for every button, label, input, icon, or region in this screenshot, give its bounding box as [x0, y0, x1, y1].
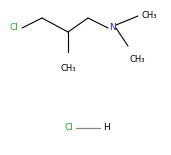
Text: Cl: Cl — [9, 24, 18, 33]
Text: CH₃: CH₃ — [142, 11, 157, 20]
Text: CH₃: CH₃ — [130, 55, 146, 64]
Text: H: H — [103, 124, 110, 133]
Text: Cl: Cl — [64, 124, 73, 133]
Text: N: N — [109, 24, 116, 33]
Text: CH₃: CH₃ — [60, 64, 76, 73]
